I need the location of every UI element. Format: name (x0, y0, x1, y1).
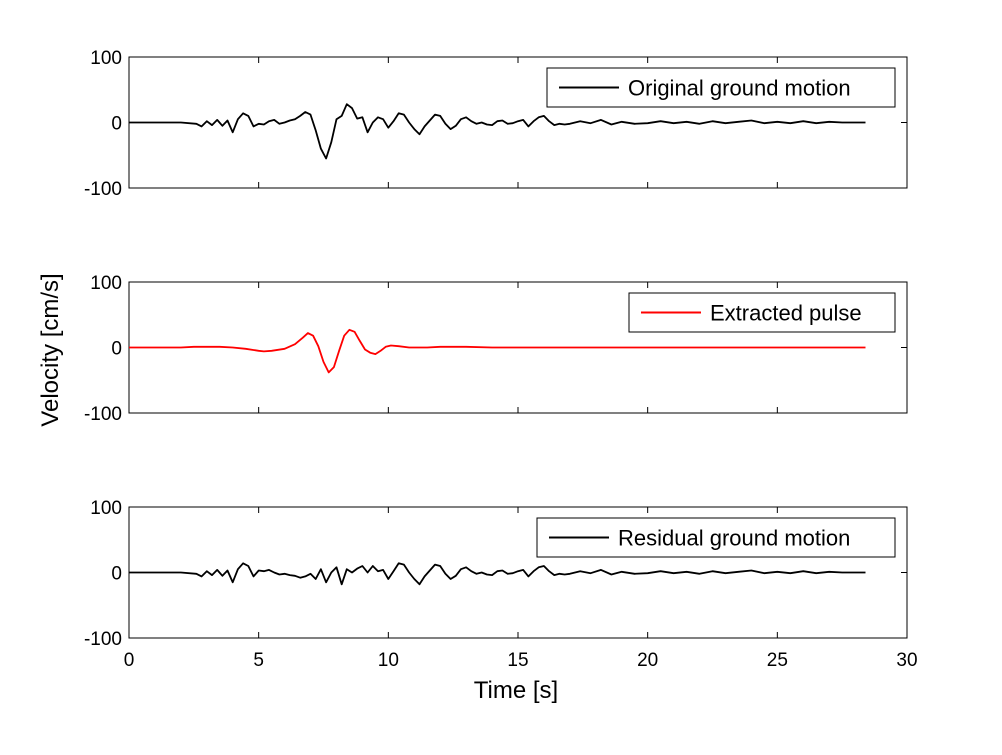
legend: Extracted pulse (628, 292, 896, 333)
series-line (129, 328, 866, 374)
x-tick-label: 25 (767, 650, 788, 671)
x-tick-label: 0 (124, 650, 135, 671)
series-line (129, 562, 866, 586)
y-tick-label: -100 (84, 179, 122, 200)
x-tick-label: 10 (378, 650, 399, 671)
legend: Residual ground motion (536, 517, 896, 558)
y-axis-label: Velocity [cm/s] (37, 273, 64, 426)
x-tick-label: 15 (507, 650, 528, 671)
y-tick-label: 0 (111, 114, 122, 135)
legend: Original ground motion (546, 67, 896, 108)
x-axis-label: Time [s] (474, 677, 558, 704)
y-tick-label: -100 (84, 404, 122, 425)
series-line (129, 103, 866, 160)
y-tick-label: 100 (90, 48, 122, 69)
legend-label: Residual ground motion (618, 526, 850, 551)
panel-2: -100 0 100 Extracted pulse (84, 273, 908, 425)
y-tick-label: 0 (111, 564, 122, 585)
x-tick-label: 5 (253, 650, 264, 671)
y-tick-label: 0 (111, 339, 122, 360)
y-tick-label: 100 (90, 498, 122, 519)
x-tick-label: 20 (637, 650, 658, 671)
legend-label: Original ground motion (628, 76, 851, 101)
legend-label: Extracted pulse (710, 301, 862, 326)
y-tick-label: -100 (84, 629, 122, 650)
x-tick-label: 30 (896, 650, 917, 671)
panel-1: -100 0 100 Original ground motion (84, 48, 908, 200)
y-tick-label: 100 (90, 273, 122, 294)
